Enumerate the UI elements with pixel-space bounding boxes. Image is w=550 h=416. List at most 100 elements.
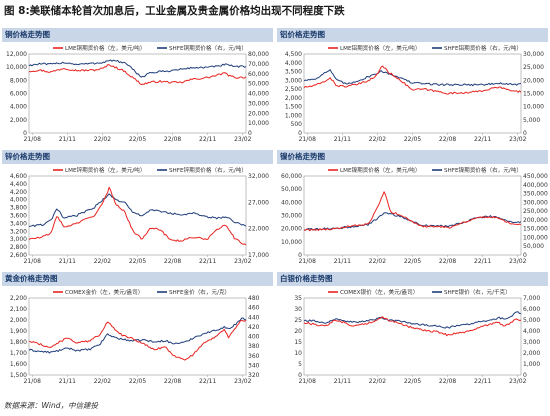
left-axis-tick: 3,800: [10, 205, 27, 212]
x-axis-tick: 21/08: [24, 378, 41, 385]
left-axis-tick: 0: [298, 372, 302, 379]
x-axis-tick: 23/02: [509, 136, 526, 143]
left-axis-tick: 1,800: [10, 339, 27, 346]
panel-header: 黄金价格走势图: [2, 272, 273, 286]
right-axis-tick: 360: [248, 353, 260, 360]
left-axis-tick: 4,200: [10, 189, 27, 196]
right-axis-tick: 300,000: [523, 199, 548, 206]
chart-panel: 锌价格走势图 2,600 2,800 3,000 3,200 3,400 3,600 3,80…: [2, 150, 273, 268]
left-axis-tick: 0: [298, 252, 302, 259]
left-axis-tick: 0: [298, 130, 302, 137]
panel-title: 铝价格走势图: [280, 30, 325, 39]
x-axis-tick: 22/11: [474, 136, 491, 143]
x-axis-tick: 23/02: [509, 258, 526, 265]
right-axis-tick: 480: [248, 295, 260, 302]
legend-label: COMEX银价（左，美元/盎司）: [340, 288, 418, 296]
left-axis-tick: 4,000: [285, 60, 302, 67]
right-axis-tick: 20,000: [523, 77, 544, 84]
x-axis-tick: 21/11: [334, 136, 351, 143]
legend-label: SHFE铝期货价格（右，元/吨）: [444, 44, 522, 52]
series-line: [28, 319, 247, 361]
right-axis-tick: 15,000: [523, 91, 544, 98]
x-axis-tick: 22/11: [199, 258, 216, 265]
series-line: [28, 317, 247, 354]
left-axis-tick: 2,800: [10, 244, 27, 251]
panel-title: 锌价格走势图: [5, 152, 50, 161]
chart-panel: 铝价格走势图 0 500 1,000 1,500 2,000 2,500 3,000 3,500…: [277, 28, 548, 146]
right-axis-tick: 350,000: [523, 191, 548, 198]
chart-panel: 黄金价格走势图 1,500 1,600 1,700 1,800 1,900 2,000 2,1…: [2, 272, 273, 388]
plot-frame: [303, 53, 522, 134]
left-axis-tick: 4,000: [10, 197, 27, 204]
plot-frame: [303, 175, 522, 256]
x-axis-tick: 22/05: [129, 136, 146, 143]
left-axis-tick: 1,500: [10, 372, 27, 379]
x-axis-tick: 22/11: [199, 136, 216, 143]
chart-svg: 1,500 1,600 1,700 1,800 1,900 2,000 2,100 2,200…: [10, 288, 260, 385]
x-axis-tick: 22/08: [439, 136, 456, 143]
right-axis-tick: 5,000: [523, 317, 540, 324]
left-axis-tick: 5: [298, 361, 302, 368]
x-axis-tick: 21/11: [59, 258, 76, 265]
x-axis-tick: 22/02: [369, 258, 386, 265]
x-axis-tick: 22/05: [404, 378, 421, 385]
chart-svg: 0 10,000 20,000 30,000 40,000 50,000 60,000 0 50…: [281, 166, 548, 265]
chart-panel: 镍价格走势图 0 10,000 20,000 30,000 40,000 50,000 60,…: [277, 150, 548, 268]
right-axis-tick: 4,000: [523, 328, 540, 335]
left-axis-tick: 500: [291, 121, 303, 128]
x-axis-tick: 22/05: [404, 258, 421, 265]
x-axis-tick: 21/11: [59, 378, 76, 385]
legend-label: SHFE金价（右，元/克）: [169, 288, 230, 296]
right-axis-tick: 150,000: [523, 226, 548, 233]
right-axis-tick: 2,000: [523, 350, 540, 357]
x-axis-tick: 22/02: [369, 378, 386, 385]
left-axis-tick: 3,400: [10, 220, 27, 227]
right-axis-tick: 3,000: [523, 339, 540, 346]
left-axis-tick: 3,600: [10, 213, 27, 220]
right-axis-tick: 340: [248, 362, 260, 369]
left-axis-tick: 10,000: [281, 239, 302, 246]
x-axis-tick: 23/02: [509, 378, 526, 385]
series-line: [28, 59, 247, 78]
chart-panel: 白银价格走势图 0 5 10 15 20 25 30 35 0 1,000 2,000 3,000 4,0…: [277, 272, 548, 388]
legend-label: SHFE镍期货价格（右，元/吨）: [444, 166, 522, 174]
left-axis-tick: 4,600: [10, 173, 27, 180]
right-axis-tick: 10,000: [248, 120, 269, 127]
left-axis-tick: 2,100: [10, 306, 27, 313]
left-axis-tick: 3,500: [285, 69, 302, 76]
right-axis-tick: 30,000: [523, 51, 544, 58]
left-axis-tick: 3,000: [10, 236, 27, 243]
chart-svg: 0 5 10 15 20 25 30 35 0 1,000 2,000 3,000 4,000 5,000…: [294, 288, 540, 385]
x-axis-tick: 21/08: [24, 136, 41, 143]
right-axis-tick: 400,000: [523, 182, 548, 189]
left-axis-tick: 20: [294, 328, 302, 335]
right-axis-tick: 1,000: [523, 361, 540, 368]
x-axis-tick: 22/05: [129, 258, 146, 265]
right-axis-tick: 380: [248, 343, 260, 350]
x-axis-tick: 21/08: [299, 258, 316, 265]
left-axis-tick: 0: [23, 130, 27, 137]
right-axis-tick: 100,000: [523, 234, 548, 241]
right-axis-tick: 0: [523, 130, 527, 137]
left-axis-tick: 60,000: [281, 173, 302, 180]
series-line: [303, 191, 522, 232]
right-axis-tick: 80,000: [248, 51, 269, 58]
panel-header: 铜价格走势图: [2, 28, 273, 42]
panel-title: 白银价格走势图: [280, 274, 333, 283]
right-axis-tick: 6,000: [523, 306, 540, 313]
x-axis-tick: 22/08: [164, 378, 181, 385]
right-axis-tick: 450,000: [523, 173, 548, 180]
left-axis-tick: 35: [294, 295, 302, 302]
left-axis-tick: 50,000: [281, 186, 302, 193]
right-axis-tick: 200,000: [523, 217, 548, 224]
legend-label: SHFE铜期货价格（右，元/吨）: [169, 44, 247, 52]
left-axis-tick: 30: [294, 306, 302, 313]
legend-label: LME铜期货价格（左，美元/吨）: [65, 44, 146, 52]
plot-frame: [303, 297, 522, 376]
series-line: [28, 64, 247, 85]
left-axis-tick: 2,000: [10, 317, 27, 324]
chart-svg: 0 2,000 4,000 6,000 8,000 10,000 12,000 0 10,000…: [6, 44, 269, 143]
x-axis-tick: 21/11: [59, 136, 76, 143]
x-axis-tick: 22/08: [164, 136, 181, 143]
